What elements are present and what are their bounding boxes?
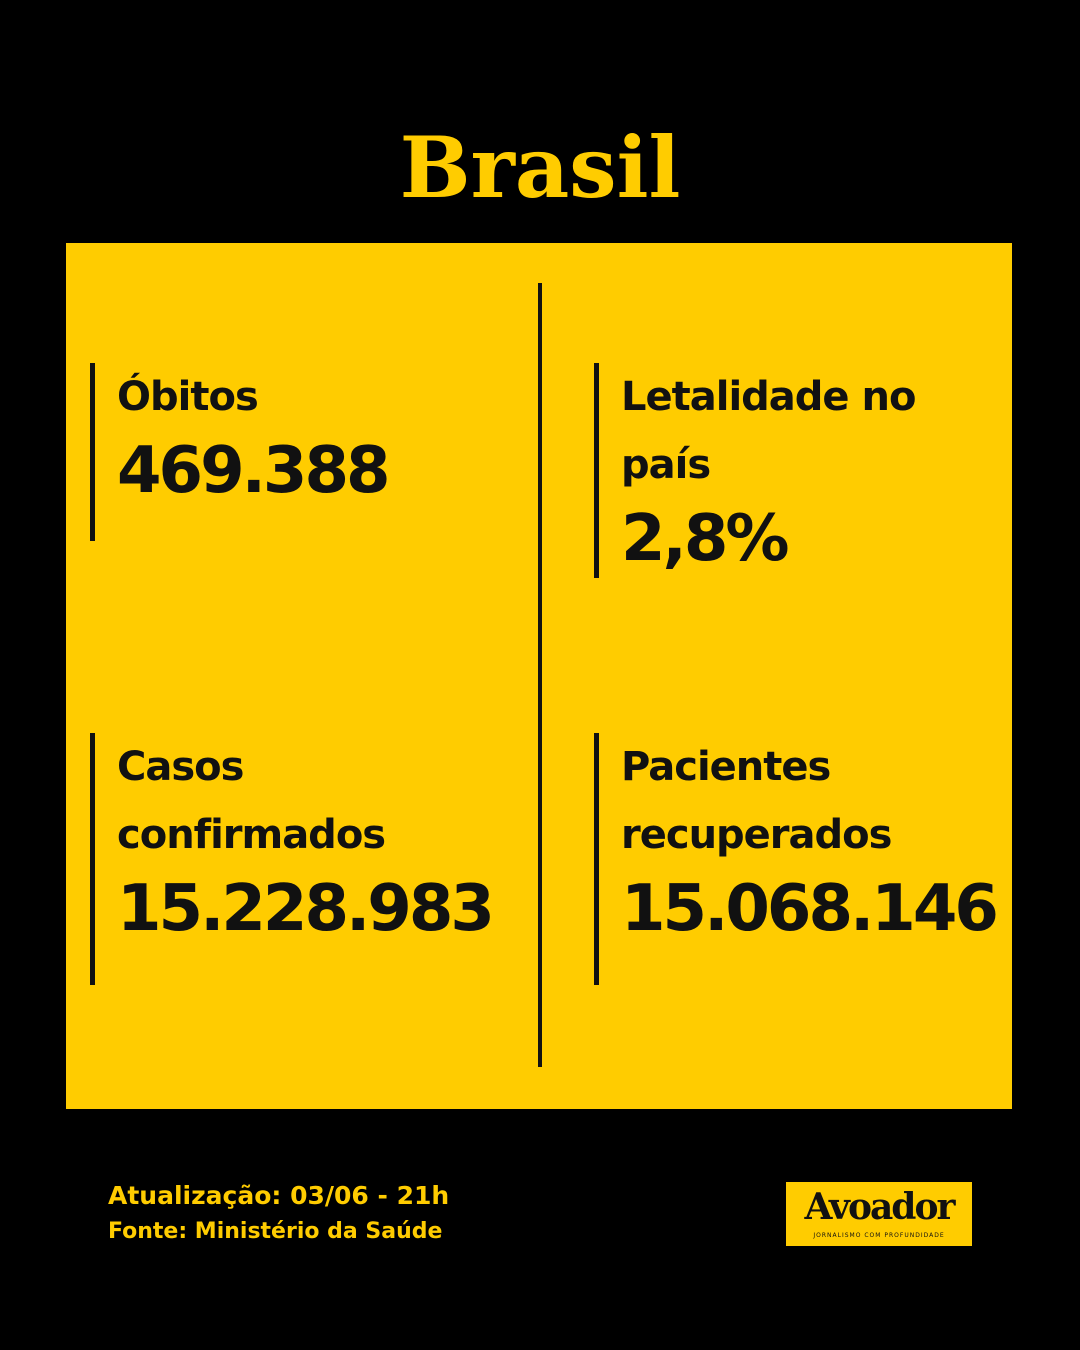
stat-label: Pacientes recuperados — [621, 744, 892, 858]
logo-tagline: JORNALISMO COM PROFUNDIDADE — [813, 1232, 945, 1239]
stat-value: 2,8% — [621, 502, 790, 576]
stat: Óbitos 469.388 — [90, 363, 517, 541]
stat: Casos confirmados 15.228.983 — [90, 733, 497, 985]
footer: Atualização: 03/06 - 21h Fonte: Ministéri… — [108, 1178, 449, 1250]
stat-label: Óbitos — [117, 374, 259, 420]
stat-value: 15.068.146 — [621, 872, 999, 946]
stat: Pacientes recuperados 15.068.146 — [594, 733, 1001, 985]
update: Atualização: 03/06 - 21h — [108, 1181, 450, 1210]
stat-label: Casos confirmados — [117, 744, 386, 858]
title: Brasil — [399, 118, 681, 217]
stat: Letalidade no país 2,8% — [594, 363, 951, 578]
divider — [538, 283, 542, 1067]
logo-name: Avoador — [804, 1186, 956, 1228]
source: Fonte: Ministério da Saúde — [108, 1219, 443, 1244]
stat-value: 15.228.983 — [117, 872, 495, 946]
stat-value: 469.388 — [117, 434, 391, 508]
panel: Óbitos 469.388 Letalidade no país 2,8% Cas… — [66, 243, 1012, 1109]
logo: Avoador JORNALISMO COM PROFUNDIDADE — [786, 1182, 972, 1246]
stat-label: Letalidade no país — [621, 374, 916, 488]
